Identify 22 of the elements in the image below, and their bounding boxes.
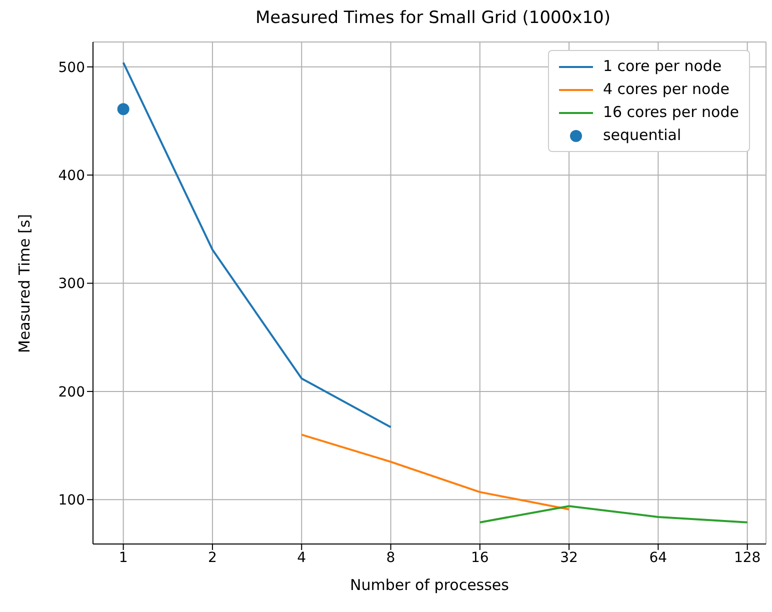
y-tick-label: 500 bbox=[58, 60, 85, 76]
x-tick-label: 64 bbox=[649, 550, 668, 566]
y-tick-label: 300 bbox=[58, 276, 85, 292]
y-tick-label: 100 bbox=[58, 492, 85, 509]
legend-label: 1 core per node bbox=[602, 56, 722, 77]
line-series bbox=[300, 434, 570, 510]
x-axis-title: Number of processes bbox=[350, 576, 510, 594]
x-tick-label: 32 bbox=[560, 550, 578, 566]
line-series bbox=[122, 62, 392, 428]
legend-label: sequential bbox=[602, 125, 682, 146]
y-tick-label: 400 bbox=[58, 168, 85, 184]
x-tick-label: 128 bbox=[734, 550, 761, 566]
y-axis-title: Measured Time [s] bbox=[15, 214, 34, 353]
x-tick-label: 4 bbox=[297, 550, 306, 566]
x-tick-label: 16 bbox=[470, 550, 489, 566]
legend-label: 4 cores per node bbox=[602, 79, 730, 100]
y-tick-label: 200 bbox=[58, 384, 85, 400]
chart-title: Measured Times for Small Grid (1000x10) bbox=[254, 8, 612, 30]
legend-label: 16 cores per node bbox=[602, 102, 739, 123]
x-tick-label: 8 bbox=[386, 550, 396, 566]
x-tick-label: 2 bbox=[208, 550, 217, 566]
x-tick-label: 1 bbox=[118, 550, 128, 566]
